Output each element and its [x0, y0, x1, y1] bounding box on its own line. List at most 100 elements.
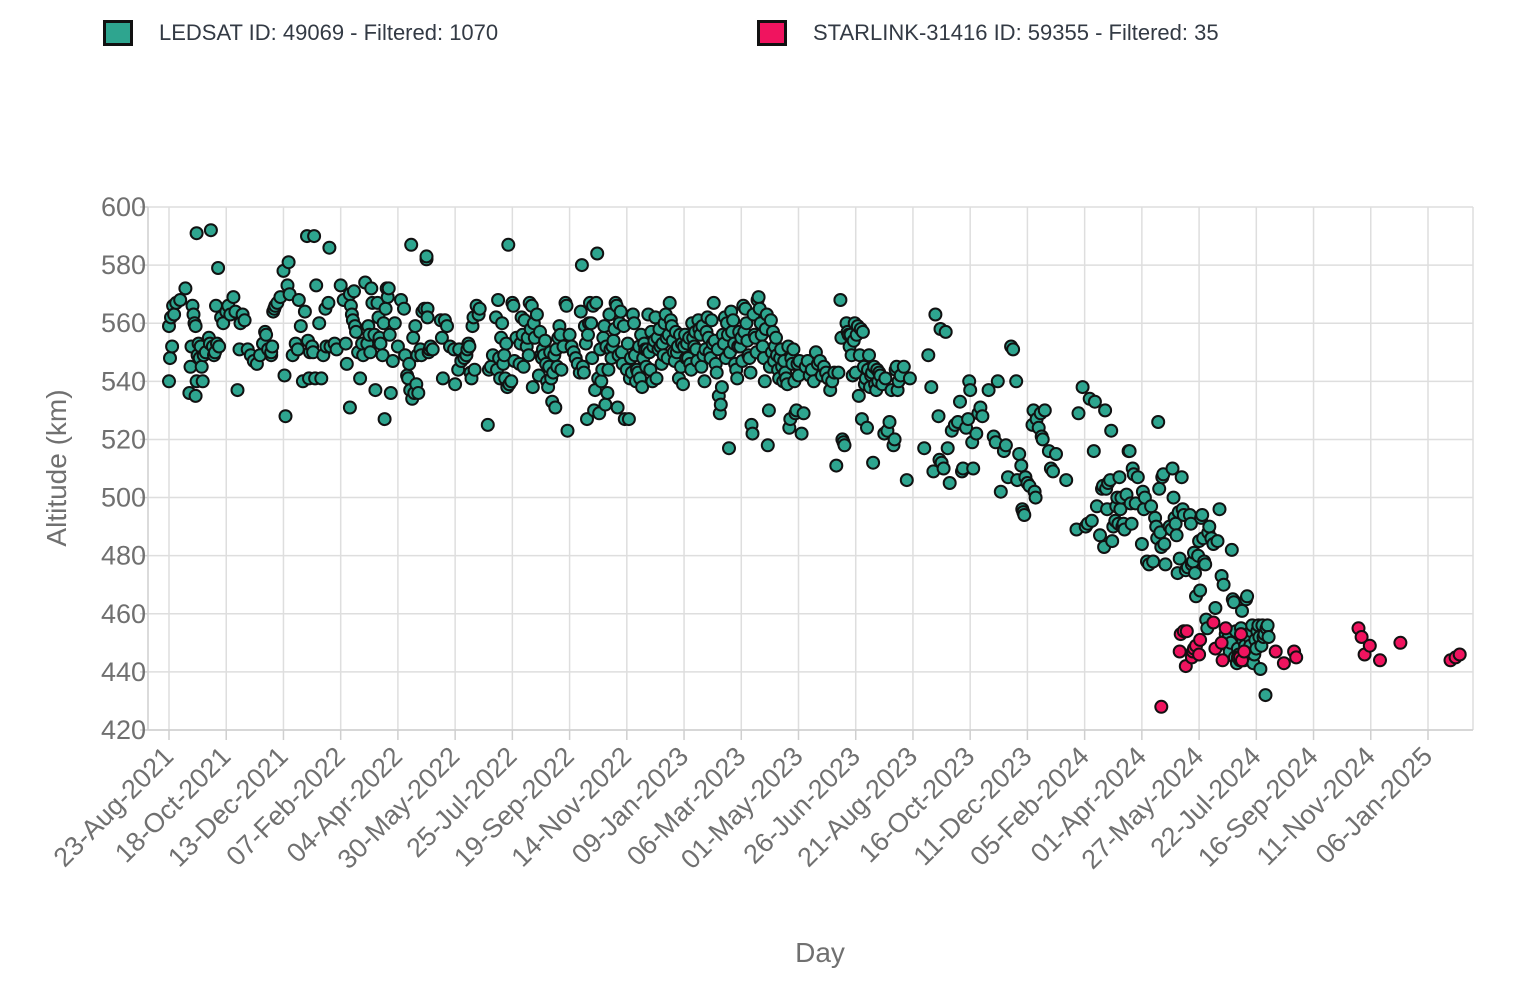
data-point-ledsat [739, 316, 754, 331]
data-point-ledsat [562, 327, 577, 342]
data-point-ledsat [538, 333, 553, 348]
data-point-ledsat [1202, 519, 1217, 534]
data-point-ledsat [1049, 447, 1063, 461]
data-point-ledsat [574, 258, 589, 273]
data-point-ledsat [928, 307, 943, 322]
data-point-ledsat [1172, 551, 1187, 566]
data-point-ledsat [375, 348, 390, 363]
data-point-ledsat [1014, 458, 1029, 473]
data-point-ledsat [1009, 374, 1024, 389]
data-point-ledsat [831, 365, 846, 380]
data-point-starlink [1268, 644, 1283, 659]
data-point-ledsat [277, 368, 292, 383]
data-point-ledsat [1087, 394, 1102, 409]
data-point-ledsat [188, 388, 203, 403]
data-point-ledsat [676, 377, 690, 392]
data-point-ledsat [495, 316, 510, 331]
data-point-ledsat [506, 298, 521, 313]
data-point-ledsat [342, 400, 357, 415]
data-point-ledsat [878, 371, 893, 386]
data-point-ledsat [649, 371, 664, 386]
data-point-ledsat [862, 348, 876, 363]
data-point-ledsat [363, 345, 378, 360]
data-point-ledsat [338, 336, 353, 351]
y-tick-label: 480 [101, 541, 146, 571]
data-point-ledsat [761, 403, 776, 418]
data-point-ledsat [610, 400, 625, 415]
data-point-ledsat [419, 249, 434, 264]
y-tick-label: 440 [101, 657, 146, 687]
data-point-ledsat [322, 240, 337, 255]
data-point-ledsat [713, 397, 728, 412]
data-point-ledsat [499, 336, 514, 351]
data-point-ledsat [1035, 432, 1050, 447]
data-point-ledsat [1086, 444, 1101, 459]
data-point-ledsat [211, 261, 226, 275]
data-point-ledsat [368, 383, 383, 398]
data-point-ledsat [855, 324, 870, 339]
data-point-ledsat [796, 406, 811, 421]
data-point-ledsat [189, 226, 204, 241]
data-point-ledsat [353, 371, 368, 386]
data-point-ledsat [613, 304, 628, 319]
data-point-ledsat [709, 365, 724, 380]
data-point-ledsat [404, 237, 419, 252]
data-point-ledsat [627, 316, 641, 331]
data-point-ledsat [307, 229, 322, 244]
y-tick-label: 600 [101, 192, 146, 222]
data-point-ledsat [1017, 508, 1032, 522]
data-point-ledsat [1134, 537, 1149, 551]
data-point-ledsat [1112, 470, 1127, 485]
data-point-ledsat [635, 380, 650, 395]
data-point-ledsat [491, 293, 506, 307]
data-point-ledsat [601, 362, 616, 377]
data-point-ledsat [786, 342, 801, 357]
data-point-ledsat [259, 327, 274, 342]
data-point-starlink [1452, 647, 1467, 662]
data-point-ledsat [1146, 554, 1161, 569]
data-point-ledsat [1028, 490, 1043, 505]
data-point-ledsat [751, 290, 766, 305]
data-point-starlink [1215, 653, 1230, 668]
data-point-ledsat [882, 415, 897, 429]
data-point-ledsat [704, 313, 719, 328]
data-point-ledsat [435, 371, 450, 386]
data-point-ledsat [1260, 618, 1275, 633]
data-point-ledsat [440, 319, 454, 334]
data-point-ledsat [383, 386, 398, 400]
data-point-ledsat [1261, 630, 1276, 644]
data-point-ledsat [385, 354, 400, 368]
data-point-starlink [1214, 635, 1229, 650]
data-point-ledsat [938, 324, 953, 339]
y-axis-title: Altitude (km) [41, 389, 72, 546]
data-point-ledsat [1210, 534, 1225, 549]
data-point-ledsat [1253, 662, 1268, 676]
data-point-ledsat [1084, 513, 1099, 528]
y-tick-label: 520 [101, 424, 146, 454]
data-point-ledsat [621, 412, 636, 427]
data-point-ledsat [1093, 528, 1107, 543]
data-point-starlink [1362, 638, 1377, 653]
y-tick-label: 580 [101, 250, 146, 280]
data-point-ledsat [314, 371, 329, 386]
data-point-ledsat [1195, 508, 1210, 522]
legend-item-ledsat[interactable]: LEDSAT ID: 49069 - Filtered: 1070 [103, 20, 498, 46]
data-point-ledsat [726, 313, 741, 328]
legend-label-starlink: STARLINK-31416 ID: 59355 - Filtered: 35 [813, 20, 1219, 45]
data-point-ledsat [990, 374, 1005, 389]
data-point-ledsat [1166, 490, 1181, 505]
data-point-ledsat [745, 426, 760, 441]
data-point-ledsat [833, 293, 848, 307]
data-point-ledsat [333, 278, 348, 293]
data-point-ledsat [1098, 403, 1113, 418]
data-point-ledsat [580, 412, 594, 427]
data-point-ledsat [349, 324, 363, 339]
data-point-ledsat [420, 310, 435, 325]
data-point-ledsat [576, 365, 591, 380]
data-point-ledsat [921, 348, 936, 363]
data-point-ledsat [917, 441, 932, 456]
legend-item-starlink[interactable]: STARLINK-31416 ID: 59355 - Filtered: 35 [757, 20, 1219, 46]
data-point-ledsat [1188, 566, 1202, 581]
